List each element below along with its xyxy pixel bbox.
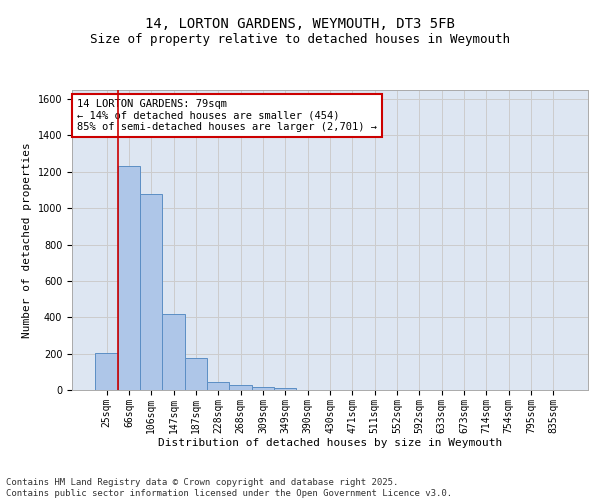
Text: 14 LORTON GARDENS: 79sqm
← 14% of detached houses are smaller (454)
85% of semi-: 14 LORTON GARDENS: 79sqm ← 14% of detach… bbox=[77, 99, 377, 132]
Bar bbox=[252, 386, 274, 390]
Bar bbox=[140, 194, 163, 390]
Bar bbox=[185, 358, 207, 390]
X-axis label: Distribution of detached houses by size in Weymouth: Distribution of detached houses by size … bbox=[158, 438, 502, 448]
Bar bbox=[207, 382, 229, 390]
Text: Size of property relative to detached houses in Weymouth: Size of property relative to detached ho… bbox=[90, 32, 510, 46]
Bar bbox=[163, 314, 185, 390]
Bar bbox=[229, 385, 252, 390]
Text: Contains HM Land Registry data © Crown copyright and database right 2025.
Contai: Contains HM Land Registry data © Crown c… bbox=[6, 478, 452, 498]
Text: 14, LORTON GARDENS, WEYMOUTH, DT3 5FB: 14, LORTON GARDENS, WEYMOUTH, DT3 5FB bbox=[145, 18, 455, 32]
Bar bbox=[95, 352, 118, 390]
Bar bbox=[274, 388, 296, 390]
Y-axis label: Number of detached properties: Number of detached properties bbox=[22, 142, 32, 338]
Bar bbox=[118, 166, 140, 390]
